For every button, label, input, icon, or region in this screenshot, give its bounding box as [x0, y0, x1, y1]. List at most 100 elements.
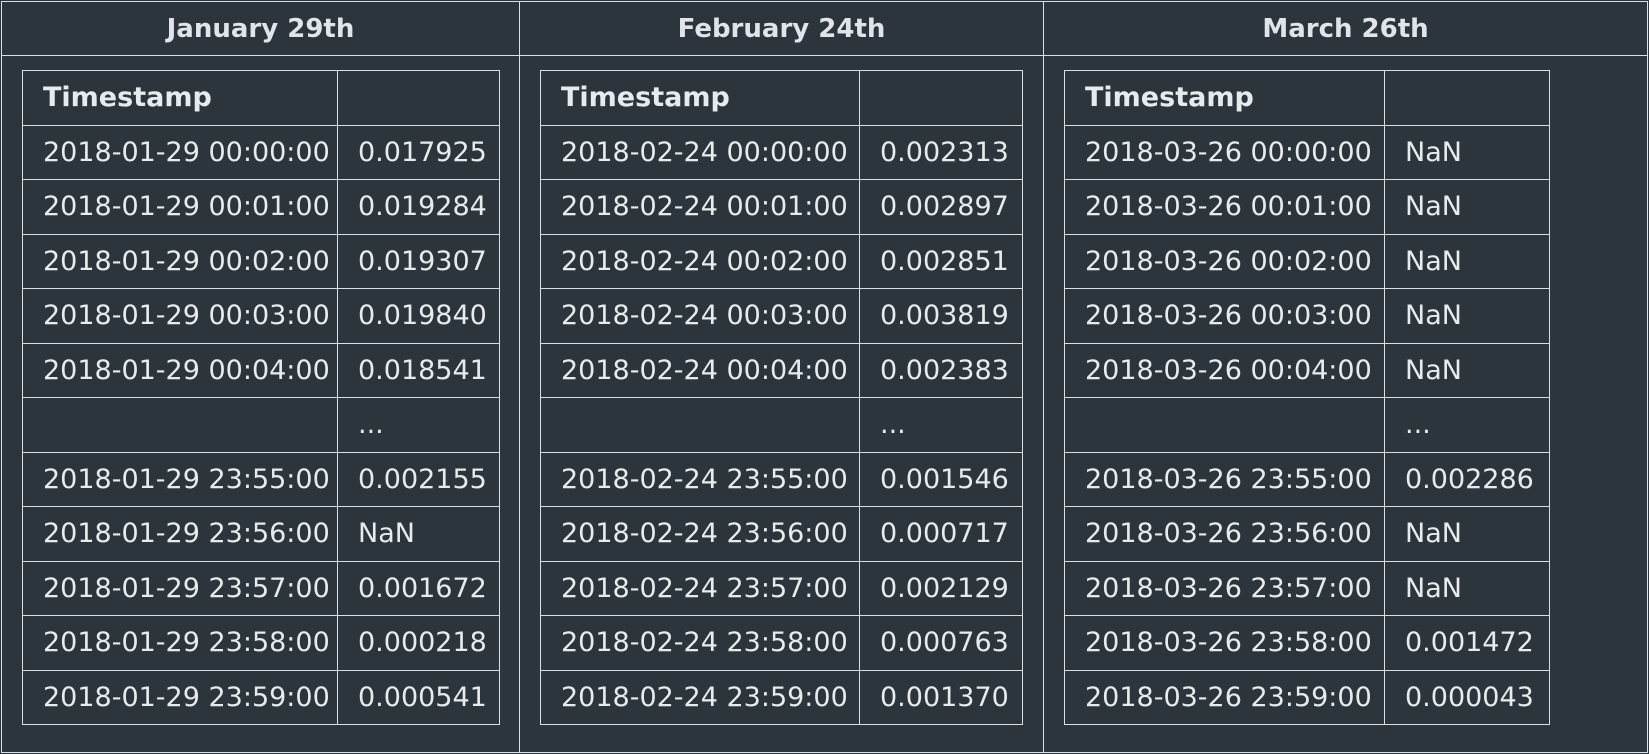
value-cell: 0.000763 [859, 615, 1023, 671]
panel-march: March 26th Timestamp 2018-03-26 00:00:00… [1043, 2, 1647, 752]
timestamp-cell [1064, 397, 1385, 453]
table-row: 2018-03-26 23:58:00 0.001472 [1064, 615, 1550, 671]
value-cell: 0.002129 [859, 560, 1023, 616]
ellipsis-cell: ... [859, 397, 1023, 453]
timestamp-cell: 2018-03-26 00:04:00 [1064, 342, 1385, 398]
timestamp-cell: 2018-02-24 23:56:00 [540, 506, 860, 562]
value-cell: 0.000218 [337, 615, 500, 671]
table-row: 2018-02-24 23:58:00 0.000763 [540, 615, 1023, 671]
timestamp-cell: 2018-01-29 00:04:00 [22, 342, 338, 398]
data-table: Timestamp 2018-02-24 00:00:00 0.002313 20… [540, 70, 1023, 725]
table-row: 2018-01-29 00:04:00 0.018541 [22, 342, 500, 398]
table-row: 2018-01-29 00:02:00 0.019307 [22, 233, 500, 289]
table-row: 2018-02-24 00:04:00 0.002383 [540, 342, 1023, 398]
value-cell: 0.000043 [1384, 669, 1550, 725]
table-row: 2018-01-29 23:59:00 0.000541 [22, 669, 500, 725]
table-row: 2018-02-24 00:02:00 0.002851 [540, 233, 1023, 289]
value-cell: 0.018541 [337, 342, 500, 398]
value-cell: 0.001370 [859, 669, 1023, 725]
column-header-timestamp: Timestamp [22, 70, 338, 126]
timestamp-cell [540, 397, 860, 453]
value-cell: 0.001546 [859, 451, 1023, 507]
timestamp-cell [22, 397, 338, 453]
table-row: 2018-02-24 00:01:00 0.002897 [540, 179, 1023, 235]
ellipsis-cell: ... [1384, 397, 1550, 453]
panel-title: February 24th [520, 2, 1043, 56]
column-header-timestamp: Timestamp [1064, 70, 1385, 126]
table-row: 2018-01-29 23:58:00 0.000218 [22, 615, 500, 671]
value-cell: NaN [1384, 560, 1550, 616]
column-header-value [859, 70, 1023, 126]
value-cell: NaN [1384, 233, 1550, 289]
table-row: 2018-03-26 23:59:00 0.000043 [1064, 669, 1550, 725]
table-header-row: Timestamp [540, 70, 1023, 126]
timestamp-cell: 2018-02-24 23:55:00 [540, 451, 860, 507]
value-cell: 0.019307 [337, 233, 500, 289]
table-row: 2018-01-29 23:57:00 0.001672 [22, 560, 500, 616]
ellipsis-row: ... [1064, 397, 1550, 453]
ellipsis-cell: ... [337, 397, 500, 453]
timestamp-cell: 2018-03-26 00:02:00 [1064, 233, 1385, 289]
table-header-row: Timestamp [1064, 70, 1550, 126]
table-row: 2018-02-24 23:55:00 0.001546 [540, 451, 1023, 507]
ellipsis-row: ... [22, 397, 500, 453]
table-row: 2018-02-24 23:57:00 0.002129 [540, 560, 1023, 616]
timestamp-cell: 2018-01-29 23:57:00 [22, 560, 338, 616]
panel-title: March 26th [1044, 2, 1647, 56]
table-row: 2018-01-29 23:56:00 NaN [22, 506, 500, 562]
table-row: 2018-01-29 00:00:00 0.017925 [22, 124, 500, 180]
table-row: 2018-03-26 00:00:00 NaN [1064, 124, 1550, 180]
value-cell: NaN [1384, 124, 1550, 180]
column-header-timestamp: Timestamp [540, 70, 860, 126]
value-cell: 0.019840 [337, 288, 500, 344]
table-header-row: Timestamp [22, 70, 500, 126]
table-row: 2018-02-24 23:56:00 0.000717 [540, 506, 1023, 562]
data-table: Timestamp 2018-03-26 00:00:00 NaN 2018-03… [1064, 70, 1550, 725]
table-row: 2018-02-24 00:00:00 0.002313 [540, 124, 1023, 180]
timestamp-cell: 2018-01-29 23:59:00 [22, 669, 338, 725]
panel-january: January 29th Timestamp 2018-01-29 00:00:… [2, 2, 519, 752]
timestamp-cell: 2018-02-24 00:02:00 [540, 233, 860, 289]
column-header-value [1384, 70, 1550, 126]
timestamp-cell: 2018-01-29 23:55:00 [22, 451, 338, 507]
value-cell: 0.017925 [337, 124, 500, 180]
timestamp-cell: 2018-03-26 23:59:00 [1064, 669, 1385, 725]
value-cell: NaN [1384, 506, 1550, 562]
column-header-value [337, 70, 500, 126]
value-cell: NaN [1384, 288, 1550, 344]
data-table: Timestamp 2018-01-29 00:00:00 0.017925 20… [22, 70, 500, 725]
table-row: 2018-01-29 23:55:00 0.002155 [22, 451, 500, 507]
timestamp-cell: 2018-03-26 23:55:00 [1064, 451, 1385, 507]
value-cell: 0.002897 [859, 179, 1023, 235]
timestamp-cell: 2018-02-24 23:57:00 [540, 560, 860, 616]
value-cell: 0.001672 [337, 560, 500, 616]
value-cell: 0.003819 [859, 288, 1023, 344]
value-cell: 0.000717 [859, 506, 1023, 562]
timestamp-cell: 2018-02-24 23:59:00 [540, 669, 860, 725]
timestamp-cell: 2018-01-29 00:02:00 [22, 233, 338, 289]
value-cell: 0.002383 [859, 342, 1023, 398]
value-cell: 0.019284 [337, 179, 500, 235]
panel-title: January 29th [2, 2, 519, 56]
table-row: 2018-03-26 00:02:00 NaN [1064, 233, 1550, 289]
table-row: 2018-03-26 23:56:00 NaN [1064, 506, 1550, 562]
panel-february: February 24th Timestamp 2018-02-24 00:00… [519, 2, 1043, 752]
value-cell: 0.002286 [1384, 451, 1550, 507]
timestamp-cell: 2018-03-26 00:00:00 [1064, 124, 1385, 180]
timestamp-cell: 2018-03-26 23:57:00 [1064, 560, 1385, 616]
value-cell: NaN [1384, 342, 1550, 398]
ellipsis-row: ... [540, 397, 1023, 453]
table-row: 2018-03-26 00:01:00 NaN [1064, 179, 1550, 235]
timestamp-cell: 2018-02-24 23:58:00 [540, 615, 860, 671]
value-cell: 0.000541 [337, 669, 500, 725]
value-cell: 0.002155 [337, 451, 500, 507]
timestamp-cell: 2018-02-24 00:04:00 [540, 342, 860, 398]
timestamp-cell: 2018-01-29 23:56:00 [22, 506, 338, 562]
timestamp-cell: 2018-01-29 00:00:00 [22, 124, 338, 180]
value-cell: 0.001472 [1384, 615, 1550, 671]
timestamp-cell: 2018-01-29 00:03:00 [22, 288, 338, 344]
table-row: 2018-03-26 00:04:00 NaN [1064, 342, 1550, 398]
timestamp-cell: 2018-01-29 00:01:00 [22, 179, 338, 235]
timestamp-cell: 2018-02-24 00:03:00 [540, 288, 860, 344]
table-row: 2018-03-26 23:57:00 NaN [1064, 560, 1550, 616]
